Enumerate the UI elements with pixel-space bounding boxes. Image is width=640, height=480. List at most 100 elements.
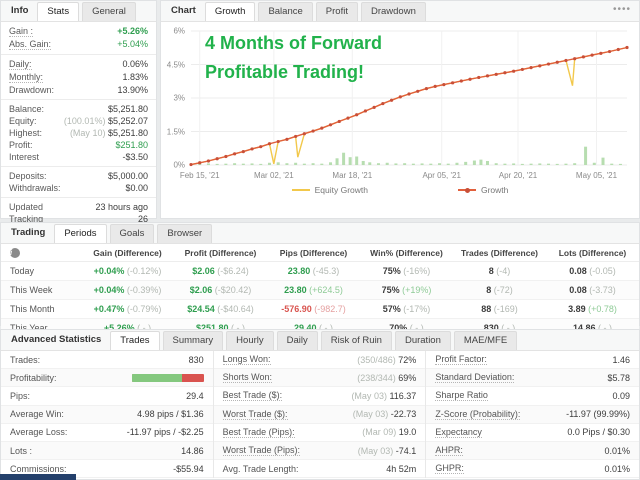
x-tick: Apr 05, '21 bbox=[422, 171, 461, 180]
tab-stats[interactable]: Stats bbox=[37, 2, 80, 21]
stat-label: Lots : bbox=[10, 445, 33, 456]
period-row-this-month: This Month +0.47% (-0.79%) $24.54 (-$40.64… bbox=[1, 299, 639, 319]
legend-label: Growth bbox=[480, 185, 509, 195]
info-value: 13.90% bbox=[117, 85, 148, 95]
info-label[interactable]: Monthly: bbox=[9, 72, 44, 83]
stat-row-best-trade-pips: Best Trade (Pips): (Mar 09) 19.0 bbox=[213, 424, 426, 442]
y-tick: 6% bbox=[173, 26, 185, 36]
period-cell: -576.90 (-982.7) bbox=[267, 299, 360, 319]
tab-risk-of-ruin[interactable]: Risk of Ruin bbox=[320, 331, 392, 350]
tab-mae-mfe[interactable]: MAE/MFE bbox=[453, 331, 518, 350]
x-tick: Mar 02, '21 bbox=[253, 171, 294, 180]
legend-swatch bbox=[457, 187, 476, 193]
tab-browser[interactable]: Browser bbox=[157, 224, 213, 243]
legend-label: Equity Growth bbox=[314, 185, 368, 195]
stat-label[interactable]: Profit Factor: bbox=[435, 354, 487, 366]
tab-general[interactable]: General bbox=[82, 2, 136, 21]
period-cell: +0.04% (-0.39%) bbox=[81, 280, 174, 300]
info-label[interactable]: Gain : bbox=[9, 26, 34, 37]
stat-label: Profitability: bbox=[10, 372, 57, 383]
stat-row-commissions: Commissions: -$55.94 bbox=[1, 460, 213, 479]
info-value: $5,251.80 bbox=[107, 104, 148, 114]
info-label[interactable]: Daily: bbox=[9, 59, 32, 70]
info-value: (May 10) $5,251.80 bbox=[69, 128, 148, 138]
info-value: -$3.50 bbox=[122, 152, 148, 162]
tab-daily[interactable]: Daily bbox=[276, 331, 318, 350]
tab-growth[interactable]: Growth bbox=[204, 2, 256, 21]
chart-annotation: 4 Months of Forward Profitable Trading! bbox=[205, 29, 382, 87]
tab-drawdown[interactable]: Drawdown bbox=[360, 2, 426, 21]
tab-balance[interactable]: Balance bbox=[258, 2, 313, 21]
stat-label[interactable]: Sharpe Ratio bbox=[435, 390, 488, 402]
y-tick: 3% bbox=[173, 93, 185, 103]
stats-column-1: Trades: 830 Profitability: Pips: 29.4 Average… bbox=[1, 351, 214, 479]
period-cell: $24.54 (-$40.64) bbox=[174, 299, 267, 319]
stat-row-avg-trade-length: Avg. Trade Length: 4h 52m bbox=[213, 460, 426, 479]
tab-hourly[interactable]: Hourly bbox=[226, 331, 274, 350]
stat-value: -$55.94 bbox=[173, 463, 204, 474]
period-cell: +0.47% (-0.79%) bbox=[81, 299, 174, 319]
info-value: +5.04% bbox=[117, 39, 148, 49]
info-icon[interactable]: i bbox=[10, 248, 20, 258]
stat-label[interactable]: Worst Trade (Pips): bbox=[222, 445, 301, 457]
info-group: Gain : +5.26% Abs. Gain: +5.04% bbox=[1, 22, 156, 55]
x-tick: Feb 15, '21 bbox=[179, 171, 220, 180]
x-tick: Apr 20, '21 bbox=[498, 171, 538, 180]
info-row-drawdown: Drawdown: 13.90% bbox=[1, 84, 156, 96]
info-value: $0.00 bbox=[125, 183, 148, 193]
stat-row-standard-deviation: Standard Deviation: $5.78 bbox=[426, 369, 639, 388]
stat-label[interactable]: Best Trade ($): bbox=[222, 390, 283, 402]
tab-periods[interactable]: Periods bbox=[54, 224, 107, 243]
tab-duration[interactable]: Duration bbox=[394, 331, 451, 350]
ellipsis-icon[interactable]: •••• bbox=[612, 4, 631, 15]
period-cell: 3.89 (+0.78) bbox=[546, 299, 639, 319]
stat-label[interactable]: Worst Trade ($): bbox=[222, 408, 288, 420]
stat-row-shorts-won: Shorts Won: (238/344) 69% bbox=[213, 369, 426, 388]
stat-label[interactable]: Expectancy bbox=[435, 426, 482, 438]
stat-value: (May 03) -74.1 bbox=[357, 445, 417, 456]
stat-value: 830 bbox=[188, 354, 204, 365]
stat-label[interactable]: Longs Won: bbox=[222, 354, 271, 366]
annotation-line1: 4 Months of Forward bbox=[205, 33, 382, 53]
stat-label: Average Loss: bbox=[10, 427, 68, 438]
info-label: Drawdown: bbox=[9, 85, 55, 95]
x-tick: Mar 18, '21 bbox=[332, 171, 373, 180]
tab-goals[interactable]: Goals bbox=[109, 224, 155, 243]
legend-item-equity-growth[interactable]: Equity Growth bbox=[291, 185, 368, 195]
tab-summary[interactable]: Summary bbox=[162, 331, 224, 350]
tab-profit[interactable]: Profit bbox=[315, 2, 358, 21]
info-label: Balance: bbox=[9, 104, 45, 114]
stat-row-trades: Trades: 830 bbox=[1, 351, 213, 370]
chart-section-label: Chart bbox=[171, 5, 196, 16]
tab-trades[interactable]: Trades bbox=[110, 331, 160, 350]
stat-value: 4.98 pips / $1.36 bbox=[137, 409, 204, 420]
stat-row-worst-trade: Worst Trade ($): (May 03) -22.73 bbox=[213, 405, 426, 424]
stat-label[interactable]: AHPR: bbox=[435, 445, 463, 457]
chart-panel: Chart Growth Balance Profit Drawdown •••• 6… bbox=[160, 0, 640, 219]
stat-label: Trades: bbox=[10, 354, 41, 365]
info-row-updated: Updated 23 hours ago bbox=[1, 201, 156, 213]
stat-label[interactable]: Z-Score (Probability): bbox=[435, 408, 521, 420]
stats-column-3: Profit Factor: 1.46 Standard Deviation: $5.… bbox=[426, 351, 639, 479]
stat-row-worst-trade-pips: Worst Trade (Pips): (May 03) -74.1 bbox=[213, 441, 426, 461]
stat-label[interactable]: Shorts Won: bbox=[222, 372, 273, 384]
info-label[interactable]: Abs. Gain: bbox=[9, 39, 52, 50]
info-value: 26 bbox=[137, 214, 148, 224]
chart-x-axis: Feb 15, '21 Mar 02, '21 Mar 18, '21 Apr 05,… bbox=[180, 171, 627, 182]
period-cell: $2.06 (-$6.24) bbox=[174, 261, 267, 281]
stat-row-profit-factor: Profit Factor: 1.46 bbox=[426, 351, 639, 370]
info-row-daily: Daily: 0.06% bbox=[1, 58, 156, 71]
info-value: 23 hours ago bbox=[95, 202, 148, 212]
stat-value: 0.09 bbox=[612, 390, 630, 401]
info-tabbar: Info Stats General bbox=[1, 1, 156, 22]
stat-value: (May 03) -22.73 bbox=[352, 409, 417, 420]
x-tick: May 05, '21 bbox=[575, 171, 618, 180]
stat-label[interactable]: Best Trade (Pips): bbox=[222, 426, 295, 438]
stat-label[interactable]: Standard Deviation: bbox=[435, 372, 515, 384]
advanced-stats-panel: Advanced Statistics Trades Summary Hourly D… bbox=[0, 329, 640, 480]
stat-value: 14.86 bbox=[181, 445, 204, 456]
legend-item-growth[interactable]: Growth bbox=[457, 185, 509, 195]
period-label: This Month bbox=[1, 299, 81, 319]
stat-value: 4h 52m bbox=[386, 463, 417, 474]
stat-label[interactable]: GHPR: bbox=[435, 463, 464, 475]
